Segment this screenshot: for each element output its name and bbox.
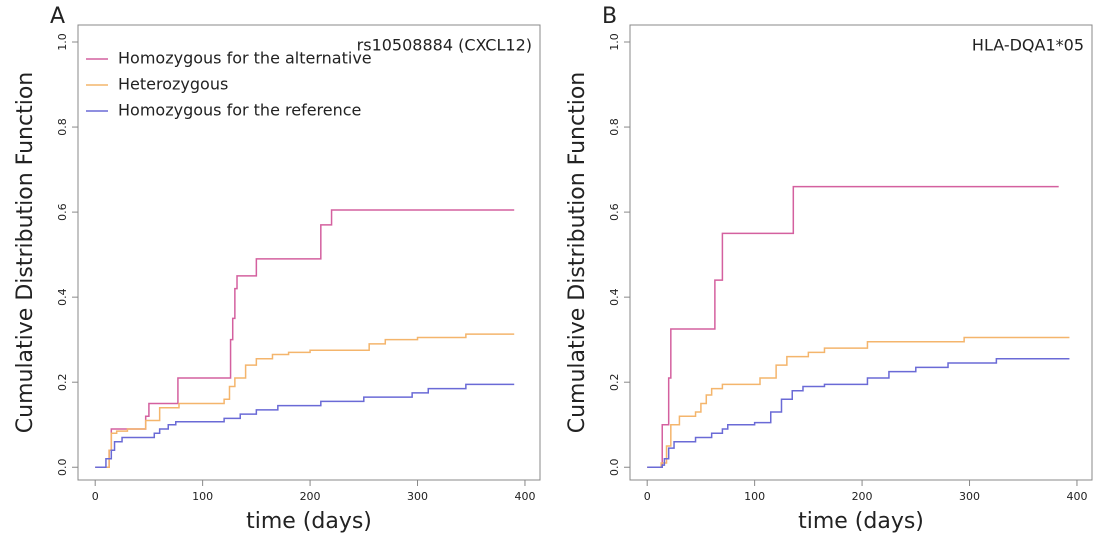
cdf-line: [95, 333, 515, 468]
x-tick-label: 0: [644, 490, 651, 503]
x-tick-label: 300: [959, 490, 980, 503]
cdf-line: [647, 336, 1070, 468]
panel-label: A: [50, 4, 65, 29]
plot-frame: [77, 24, 541, 481]
y-tick-label: 0.4: [56, 288, 69, 306]
y-axis-label: Cumulative Distribution Function: [565, 72, 590, 433]
y-tick-label: 0.2: [56, 373, 69, 391]
y-tick-label: 0.8: [56, 118, 69, 136]
cdf-line: [95, 383, 515, 468]
legend-label: Homozygous for the alternative: [118, 49, 372, 68]
panel-label: B: [602, 4, 617, 29]
y-tick-label: 1.0: [56, 33, 69, 51]
y-tick-label: 0.2: [608, 373, 621, 391]
y-tick-label: 1.0: [608, 33, 621, 51]
cdf-line: [647, 358, 1070, 468]
x-tick-label: 0: [92, 490, 99, 503]
legend-label: Homozygous for the reference: [118, 101, 361, 120]
legend-label: Heterozygous: [118, 75, 228, 94]
chart-title: HLA-DQA1*05: [972, 36, 1084, 55]
y-tick-label: 0.6: [56, 203, 69, 221]
x-tick-label: 400: [1066, 490, 1087, 503]
x-tick-label: 100: [744, 490, 765, 503]
y-axis-label: Cumulative Distribution Function: [13, 72, 38, 433]
x-tick-label: 200: [852, 490, 873, 503]
x-tick-label: 400: [514, 490, 535, 503]
cdf-line: [95, 209, 515, 468]
x-tick-label: 300: [407, 490, 428, 503]
y-tick-label: 0.6: [608, 203, 621, 221]
chart-title: rs10508884 (CXCL12): [357, 36, 532, 55]
y-tick-label: 0.0: [56, 458, 69, 476]
y-tick-label: 0.0: [608, 458, 621, 476]
x-axis-label: time (days): [246, 509, 372, 534]
cdf-line: [647, 185, 1059, 468]
plot-frame: [629, 24, 1093, 481]
y-tick-label: 0.8: [608, 118, 621, 136]
x-tick-label: 200: [300, 490, 321, 503]
x-axis-label: time (days): [798, 509, 924, 534]
x-tick-label: 100: [192, 490, 213, 503]
y-tick-label: 0.4: [608, 288, 621, 306]
